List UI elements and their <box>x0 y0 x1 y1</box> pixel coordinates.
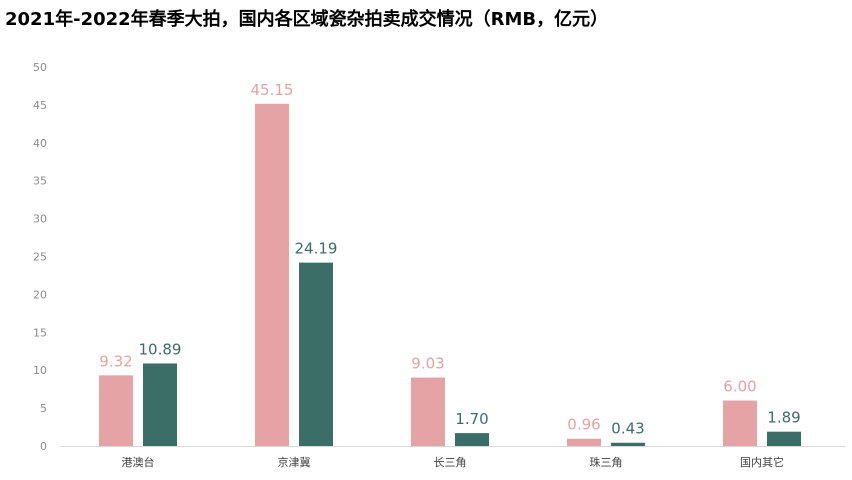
data-label-series1-3: 0.96 <box>567 416 600 434</box>
bar-series2-1 <box>299 262 333 446</box>
data-label-series2-0: 10.89 <box>139 340 182 358</box>
data-label-series1-2: 9.03 <box>411 355 444 373</box>
category-label: 国内其它 <box>740 455 784 469</box>
data-label-series1-0: 9.32 <box>99 352 132 370</box>
bar-series2-2 <box>455 433 489 446</box>
y-tick-label: 10 <box>33 364 47 377</box>
category-label: 京津冀 <box>278 455 311 469</box>
chart-title: 2021年-2022年春季大拍，国内各区域瓷杂拍卖成交情况（RMB，亿元） <box>5 9 609 30</box>
data-label-series2-4: 1.89 <box>767 409 800 427</box>
bar-series2-3 <box>611 442 645 446</box>
category-label: 长三角 <box>434 456 467 469</box>
bar-series1-0 <box>99 375 133 446</box>
bar-series2-4 <box>767 431 801 446</box>
y-tick-label: 15 <box>33 326 47 339</box>
y-tick-label: 30 <box>33 213 47 226</box>
data-labels: 9.32 10.89 45.15 24.19 9.03 1.70 0.96 0.43 6.00 1… <box>99 81 800 438</box>
data-label-series1-1: 45.15 <box>251 81 294 99</box>
y-tick-label: 20 <box>33 288 47 301</box>
y-tick-label: 25 <box>33 251 47 264</box>
data-label-series2-2: 1.70 <box>455 410 488 428</box>
y-axis: 0 5 10 15 20 25 30 35 40 45 50 <box>33 61 47 453</box>
data-label-series2-1: 24.19 <box>295 240 338 258</box>
y-tick-label: 45 <box>33 99 47 112</box>
data-label-series1-4: 6.00 <box>723 378 756 396</box>
bar-series2-0 <box>143 363 177 446</box>
bar-series1-2 <box>411 377 445 446</box>
y-tick-label: 35 <box>33 175 47 188</box>
y-tick-label: 50 <box>33 61 47 74</box>
y-tick-label: 0 <box>40 440 47 453</box>
bars <box>99 103 801 446</box>
y-tick-label: 5 <box>40 402 47 415</box>
y-tick-label: 40 <box>33 137 47 150</box>
x-axis: 港澳台 京津冀 长三角 珠三角 国内其它 <box>122 455 785 469</box>
bar-series1-4 <box>723 400 757 446</box>
category-label: 珠三角 <box>590 455 623 469</box>
data-label-series2-3: 0.43 <box>611 420 644 438</box>
category-label: 港澳台 <box>122 455 155 469</box>
bar-series1-3 <box>567 438 601 446</box>
bar-series1-1 <box>255 103 289 446</box>
